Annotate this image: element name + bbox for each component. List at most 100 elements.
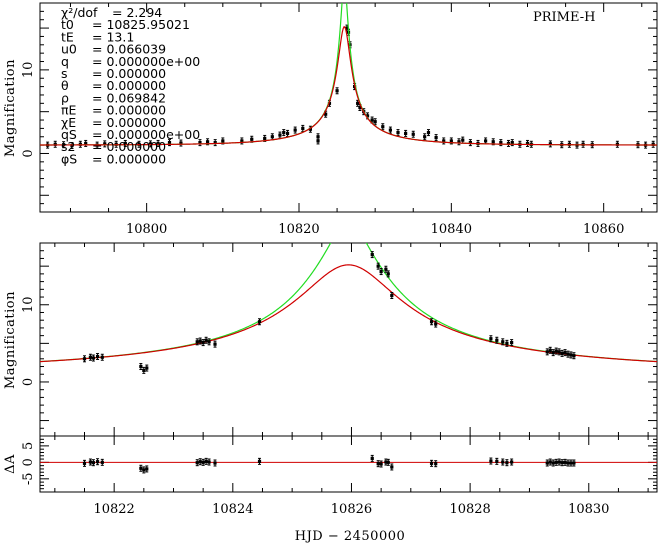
data-point bbox=[139, 464, 143, 472]
data-point bbox=[198, 458, 202, 466]
data-point bbox=[88, 353, 93, 361]
data-point bbox=[148, 140, 153, 148]
zoomed-lightcurve-panel: 0 10 Magnification bbox=[3, 242, 658, 437]
finite-source-model-line bbox=[40, 243, 657, 363]
parameter-value: = 0.066039 bbox=[92, 42, 166, 57]
data-point bbox=[386, 458, 390, 466]
fit-parameter: πE = 0.000000 bbox=[61, 103, 166, 118]
data-point bbox=[179, 139, 183, 147]
data-point bbox=[213, 340, 217, 348]
y-tick-label: -5 bbox=[21, 472, 36, 485]
data-point bbox=[95, 458, 100, 466]
data-point bbox=[572, 352, 576, 360]
data-point bbox=[563, 349, 567, 357]
parameter-value: = 0.000000e+00 bbox=[92, 127, 200, 142]
x-tick-label: 10860 bbox=[583, 222, 624, 237]
data-point bbox=[505, 339, 509, 347]
parameter-value: = 0.000000e+00 bbox=[92, 54, 200, 69]
data-point bbox=[384, 265, 388, 273]
data-point bbox=[423, 133, 427, 141]
data-point bbox=[195, 338, 199, 346]
panel1-frame bbox=[39, 2, 658, 213]
data-point bbox=[213, 459, 217, 467]
data-point bbox=[442, 137, 446, 145]
data-point bbox=[201, 458, 205, 466]
parameter-symbol: ρ bbox=[61, 90, 69, 105]
data-point bbox=[429, 459, 434, 467]
data-point bbox=[461, 136, 465, 144]
data-point bbox=[103, 140, 107, 148]
data-point bbox=[548, 346, 552, 354]
data-point bbox=[207, 338, 211, 346]
parameter-value: = 2.294 bbox=[112, 5, 162, 20]
data-point bbox=[563, 458, 567, 466]
data-point bbox=[569, 459, 573, 467]
data-point bbox=[525, 139, 530, 147]
data-point bbox=[554, 347, 558, 355]
fit-parameter: t0 = 10825.95021 bbox=[61, 17, 190, 32]
data-point bbox=[468, 139, 472, 147]
data-point bbox=[293, 126, 297, 134]
data-point bbox=[551, 459, 555, 467]
data-point bbox=[489, 335, 493, 343]
y-tick-label: 10 bbox=[21, 296, 36, 313]
data-point bbox=[91, 459, 95, 467]
data-point bbox=[566, 350, 570, 358]
data-point bbox=[390, 291, 394, 299]
data-point bbox=[207, 458, 211, 466]
data-point bbox=[388, 126, 392, 134]
data-point bbox=[548, 140, 552, 148]
data-point bbox=[282, 129, 286, 137]
data-point bbox=[489, 457, 493, 465]
data-point bbox=[505, 459, 509, 467]
data-point bbox=[390, 463, 394, 471]
data-point bbox=[495, 336, 499, 344]
fit-parameter: s2 = 0.000000 bbox=[61, 139, 166, 154]
x-tick-label: 10830 bbox=[568, 502, 609, 517]
data-point bbox=[560, 349, 564, 357]
data-point bbox=[195, 459, 199, 467]
data-point bbox=[370, 454, 374, 462]
data-point bbox=[53, 140, 57, 148]
data-point bbox=[142, 366, 146, 374]
dataset-label: PRIME-H bbox=[533, 10, 595, 25]
data-point bbox=[100, 353, 104, 361]
parameter-symbol: q bbox=[61, 54, 69, 69]
fit-parameter: χ²/dof = 2.294 bbox=[61, 5, 162, 20]
parameter-value: = 0.000000 bbox=[92, 66, 166, 81]
fit-parameter: u0 = 0.066039 bbox=[61, 42, 166, 57]
data-point bbox=[501, 458, 505, 466]
data-point bbox=[501, 338, 505, 346]
data-point bbox=[201, 339, 205, 347]
data-point bbox=[376, 460, 380, 468]
data-point bbox=[204, 336, 208, 344]
data-point bbox=[545, 348, 549, 356]
point-source-model-line bbox=[40, 264, 657, 363]
data-point bbox=[301, 124, 305, 132]
parameter-symbol: u0 bbox=[61, 42, 77, 57]
data-point bbox=[139, 363, 143, 371]
data-point bbox=[381, 123, 385, 131]
parameter-value: = 0.069842 bbox=[92, 90, 166, 105]
data-point bbox=[270, 133, 274, 141]
x-tick-label: 10822 bbox=[93, 502, 134, 517]
data-point bbox=[308, 125, 313, 133]
parameter-value: = 0.000000 bbox=[92, 103, 166, 118]
data-point bbox=[257, 457, 262, 465]
data-point bbox=[213, 139, 217, 147]
parameter-symbol: θ bbox=[61, 78, 69, 93]
y-tick-label: 0 bbox=[21, 458, 36, 466]
data-point bbox=[434, 320, 438, 328]
data-point bbox=[335, 87, 339, 95]
data-point bbox=[84, 139, 88, 147]
data-point bbox=[434, 460, 438, 468]
panel3-ylabel: ΔA bbox=[3, 454, 18, 474]
parameter-value: = 0.000000 bbox=[92, 78, 166, 93]
data-point bbox=[70, 142, 74, 150]
parameter-symbol: tE bbox=[61, 29, 74, 44]
data-point bbox=[396, 129, 400, 137]
panel2-ylabel: Magnification bbox=[3, 291, 18, 389]
data-point bbox=[615, 140, 619, 148]
parameter-value: = 13.1 bbox=[92, 29, 134, 44]
data-point bbox=[370, 251, 374, 259]
